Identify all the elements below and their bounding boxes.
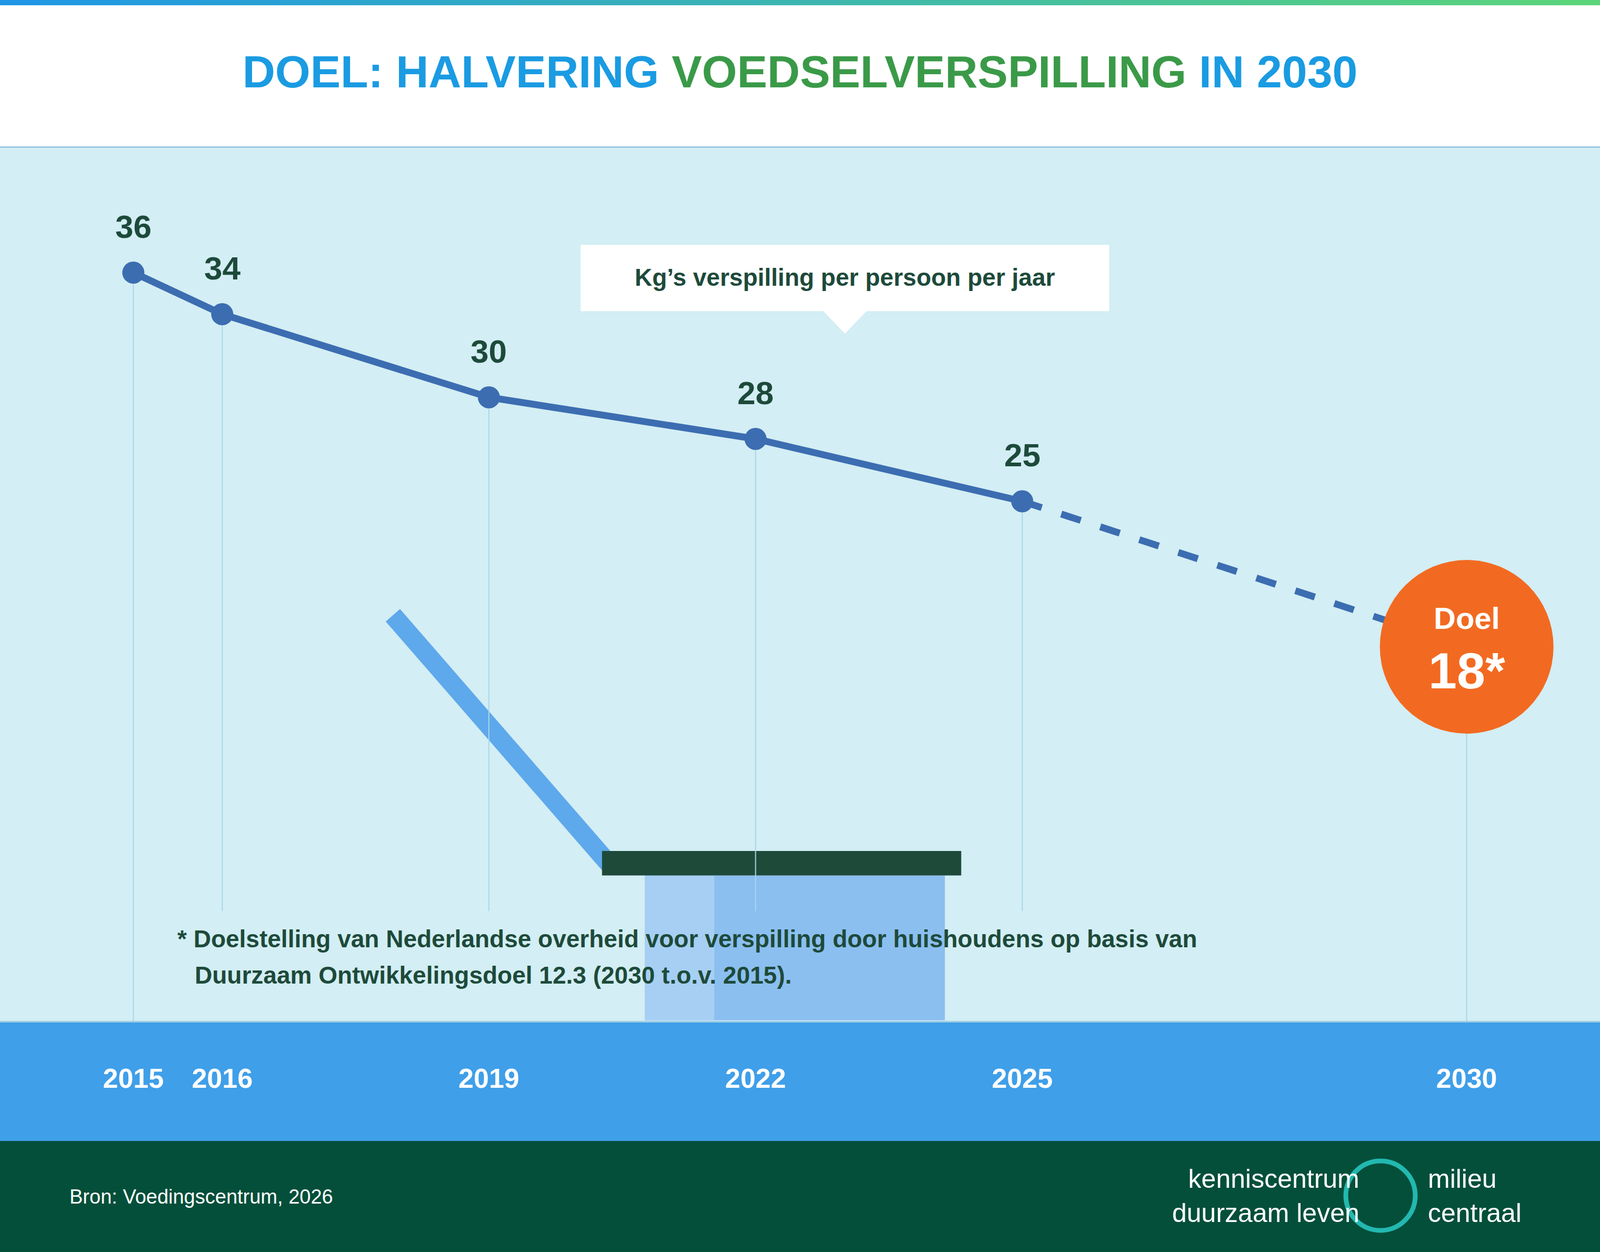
svg-text:30: 30 (470, 333, 507, 370)
svg-text:Kg’s verspilling per persoon p: Kg’s verspilling per persoon per jaar (634, 263, 1056, 292)
svg-text:milieucentraal: milieucentraal (1427, 1164, 1522, 1228)
svg-text:* Doelstelling van Nederlandse: * Doelstelling van Nederlandse overheid … (177, 925, 1198, 953)
svg-text:18*: 18* (1428, 642, 1506, 700)
svg-text:2025: 2025 (991, 1063, 1053, 1094)
svg-text:Doel: Doel (1433, 601, 1500, 636)
svg-text:36: 36 (115, 208, 152, 245)
svg-text:kenniscentrumduurzaam leven: kenniscentrumduurzaam leven (1172, 1164, 1360, 1228)
svg-text:25: 25 (1004, 436, 1041, 474)
svg-text:2015: 2015 (102, 1063, 164, 1094)
svg-text:DOEL: HALVERING VOEDSELVERSPIL: DOEL: HALVERING VOEDSELVERSPILLING IN 20… (242, 46, 1358, 97)
svg-text:Bron: Voedingscentrum, 2026: Bron: Voedingscentrum, 2026 (69, 1185, 334, 1208)
svg-text:2016: 2016 (191, 1063, 253, 1094)
svg-text:34: 34 (204, 250, 241, 287)
svg-text:2030: 2030 (1436, 1063, 1498, 1094)
svg-text:2022: 2022 (725, 1063, 787, 1094)
svg-text:28: 28 (737, 374, 774, 412)
svg-text:2019: 2019 (458, 1063, 520, 1094)
svg-text:Duurzaam Ontwikkelingsdoel 12.: Duurzaam Ontwikkelingsdoel 12.3 (2030 t.… (194, 961, 792, 989)
